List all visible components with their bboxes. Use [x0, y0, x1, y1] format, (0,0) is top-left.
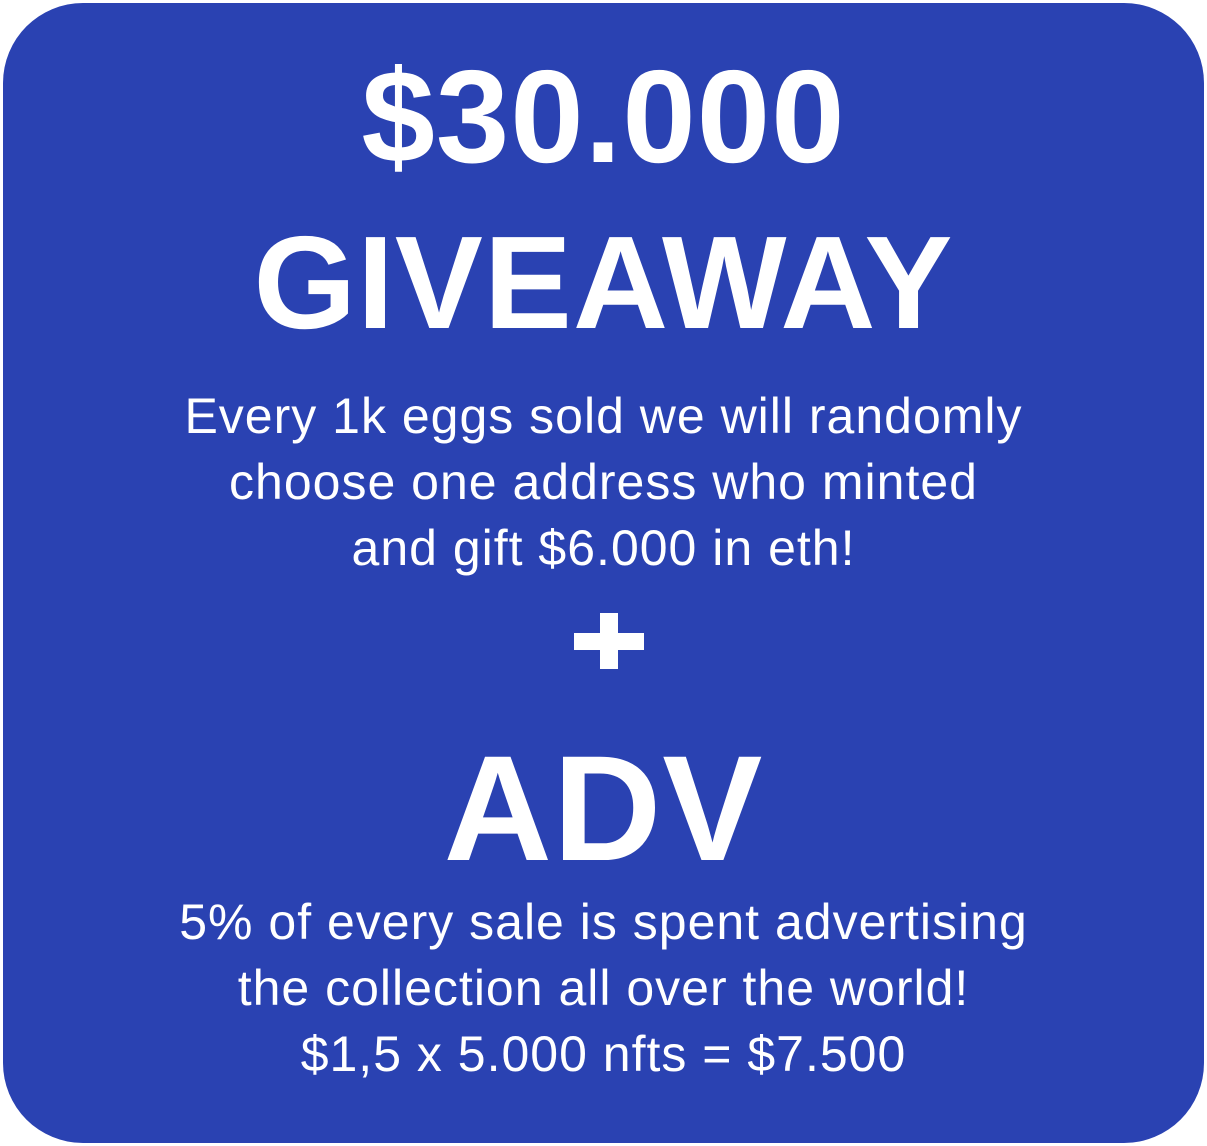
promo-card: $30.000 GIVEAWAY Every 1k eggs sold we w…	[3, 3, 1204, 1143]
giveaway-title: GIVEAWAY	[253, 209, 954, 356]
adv-title: ADV	[443, 724, 764, 892]
adv-description-line-1: 5% of every sale is spent advertising	[179, 894, 1028, 950]
plus-icon	[574, 613, 644, 669]
giveaway-description-line-3: and gift $6.000 in eth!	[351, 520, 856, 576]
giveaway-amount: $30.000	[361, 43, 846, 190]
adv-description-line-3: $1,5 x 5.000 nfts = $7.500	[300, 1026, 907, 1082]
giveaway-description-line-1: Every 1k eggs sold we will randomly	[184, 388, 1023, 444]
adv-description-line-2: the collection all over the world!	[237, 960, 970, 1016]
giveaway-description-line-2: choose one address who minted	[229, 454, 978, 510]
